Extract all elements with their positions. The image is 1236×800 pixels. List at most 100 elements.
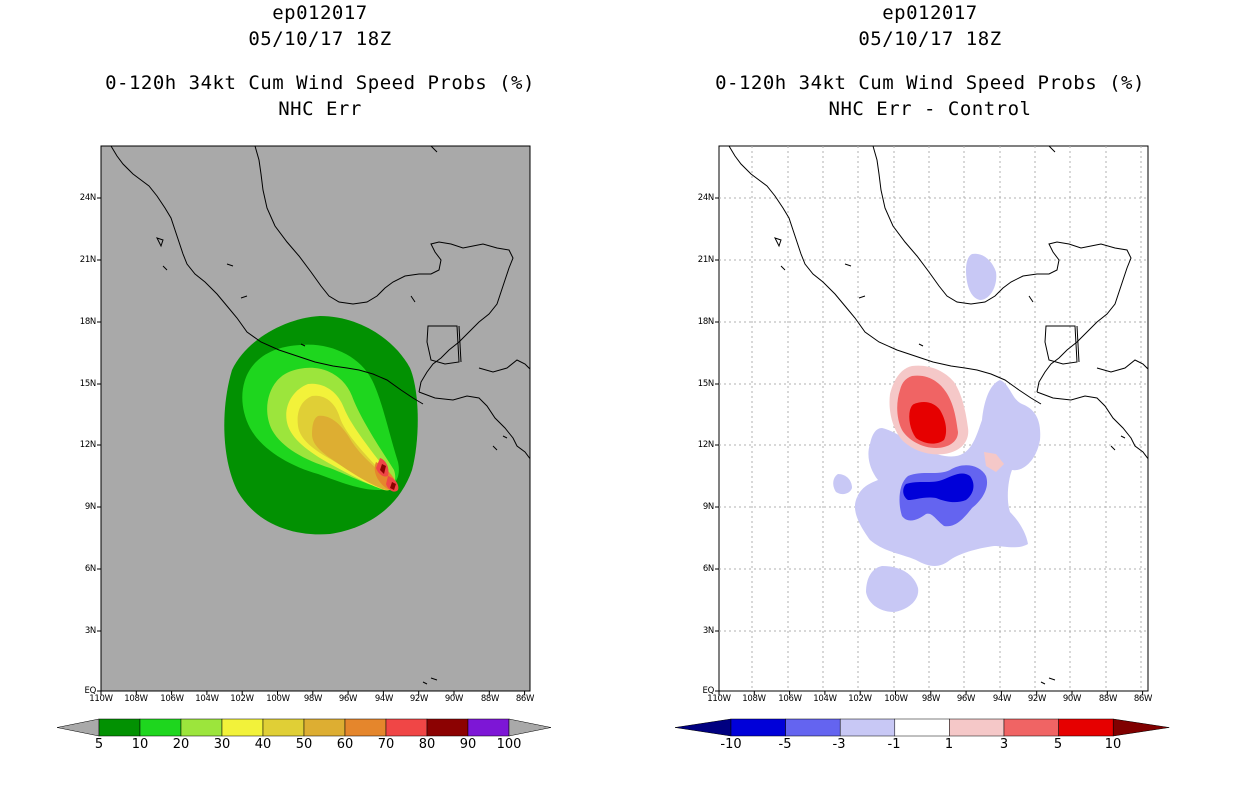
right-datetime: 05/10/17 18Z bbox=[858, 28, 1002, 50]
colorbar-label: 3 bbox=[999, 737, 1009, 752]
colorbar-label: -10 bbox=[720, 737, 742, 752]
colorbar-label: -1 bbox=[887, 737, 901, 752]
lon-label: 90W bbox=[1062, 694, 1082, 704]
right-neg-dark bbox=[903, 473, 974, 503]
colorbar-swatch bbox=[1058, 718, 1114, 737]
lon-label: 98W bbox=[303, 694, 323, 704]
lat-label: 3N bbox=[702, 626, 714, 636]
lon-label: 110W bbox=[707, 694, 731, 704]
lat-label: 15N bbox=[697, 379, 715, 389]
right-title-block: ep012017 05/10/17 18Z 0-120h 34kt Cum Wi… bbox=[650, 0, 1210, 122]
lat-label: 6N bbox=[702, 564, 714, 574]
colorbar-swatch bbox=[262, 718, 305, 737]
right-difference-contours bbox=[728, 146, 1148, 685]
lon-label: 96W bbox=[956, 694, 976, 704]
lat-label: 24N bbox=[697, 193, 715, 203]
lat-label: 15N bbox=[79, 379, 97, 389]
colorbar-swatch bbox=[785, 718, 841, 737]
right-neg-light-west bbox=[833, 474, 852, 495]
lat-label: 9N bbox=[702, 502, 714, 512]
colorbar-swatch bbox=[303, 718, 346, 737]
lat-label: EQ bbox=[702, 686, 715, 696]
lat-label: 21N bbox=[79, 255, 97, 265]
left-probability-contours bbox=[110, 146, 530, 685]
colorbar-label: 1 bbox=[944, 737, 954, 752]
axis-ticks bbox=[97, 197, 1144, 695]
colorbar-label: 5 bbox=[94, 737, 104, 752]
lon-label: 102W bbox=[848, 694, 872, 704]
lon-label: 92W bbox=[1027, 694, 1047, 704]
left-contour-50 bbox=[312, 415, 393, 491]
left-storm-id: ep012017 bbox=[272, 2, 368, 24]
right-subtitle: NHC Err - Control bbox=[828, 98, 1032, 120]
lat-label: 12N bbox=[697, 440, 715, 450]
right-pos-light-2 bbox=[984, 452, 1004, 472]
lon-label: 100W bbox=[266, 694, 290, 704]
lon-label: 102W bbox=[230, 694, 254, 704]
lat-label: EQ bbox=[84, 686, 97, 696]
colorbar-label: 10 bbox=[1104, 737, 1122, 752]
colorbar-swatch bbox=[839, 718, 896, 737]
lon-label: 108W bbox=[742, 694, 766, 704]
lon-label: 104W bbox=[813, 694, 837, 704]
lat-label: 18N bbox=[697, 317, 715, 327]
lon-label: 86W bbox=[515, 694, 535, 704]
right-colorbar bbox=[674, 718, 1170, 737]
lon-label: 88W bbox=[1098, 694, 1118, 704]
colorbar-swatch bbox=[949, 718, 1005, 737]
colorbar-extend-low bbox=[674, 718, 732, 737]
right-pos-dark bbox=[909, 402, 947, 444]
colorbar-label: 5 bbox=[1053, 737, 1063, 752]
lon-label: 92W bbox=[409, 694, 429, 704]
lat-label: 3N bbox=[84, 626, 96, 636]
colorbar-label: -5 bbox=[778, 737, 792, 752]
colorbar-label: 30 bbox=[213, 737, 231, 752]
colorbar-label: 10 bbox=[131, 737, 149, 752]
colorbar-extend-low bbox=[56, 718, 100, 737]
lon-label: 94W bbox=[374, 694, 394, 704]
colorbar-label: 80 bbox=[418, 737, 436, 752]
colorbar-extend-high bbox=[508, 718, 552, 737]
lat-label: 9N bbox=[84, 502, 96, 512]
right-product-title: 0-120h 34kt Cum Wind Speed Probs (%) bbox=[715, 72, 1145, 94]
colorbar-label: 60 bbox=[336, 737, 354, 752]
lon-label: 100W bbox=[884, 694, 908, 704]
lon-label: 86W bbox=[1133, 694, 1153, 704]
colorbar-label: 100 bbox=[496, 737, 522, 752]
lon-label: 108W bbox=[124, 694, 148, 704]
colorbar-swatch bbox=[1003, 718, 1059, 737]
colorbar-label: -3 bbox=[832, 737, 846, 752]
lon-label: 110W bbox=[89, 694, 113, 704]
colorbar-swatch bbox=[385, 718, 428, 737]
lon-label: 98W bbox=[921, 694, 941, 704]
colorbar-label: 20 bbox=[172, 737, 190, 752]
left-datetime: 05/10/17 18Z bbox=[248, 28, 392, 50]
left-product-title: 0-120h 34kt Cum Wind Speed Probs (%) bbox=[105, 72, 535, 94]
left-subtitle: NHC Err bbox=[278, 98, 362, 120]
colorbar-swatch bbox=[344, 718, 387, 737]
lat-label: 18N bbox=[79, 317, 97, 327]
colorbar-swatch bbox=[139, 718, 182, 737]
lon-label: 106W bbox=[778, 694, 802, 704]
lon-label: 90W bbox=[444, 694, 464, 704]
colorbar-swatch bbox=[180, 718, 223, 737]
colorbar-swatch bbox=[426, 718, 469, 737]
lat-label: 6N bbox=[84, 564, 96, 574]
colorbar-swatch bbox=[730, 718, 786, 737]
colorbar-label: 50 bbox=[295, 737, 313, 752]
left-contour-80 bbox=[380, 464, 396, 490]
lat-label: 24N bbox=[79, 193, 97, 203]
colorbar-swatch bbox=[98, 718, 141, 737]
lon-label: 104W bbox=[195, 694, 219, 704]
lon-label: 96W bbox=[338, 694, 358, 704]
left-title-block: ep012017 05/10/17 18Z 0-120h 34kt Cum Wi… bbox=[40, 0, 600, 122]
colorbar-extend-high bbox=[1112, 718, 1170, 737]
lat-label: 12N bbox=[79, 440, 97, 450]
lon-label: 106W bbox=[160, 694, 184, 704]
right-storm-id: ep012017 bbox=[882, 2, 978, 24]
lon-label: 88W bbox=[480, 694, 500, 704]
right-gridlines bbox=[719, 146, 1148, 691]
colorbar-swatch bbox=[221, 718, 264, 737]
left-colorbar bbox=[56, 718, 552, 737]
